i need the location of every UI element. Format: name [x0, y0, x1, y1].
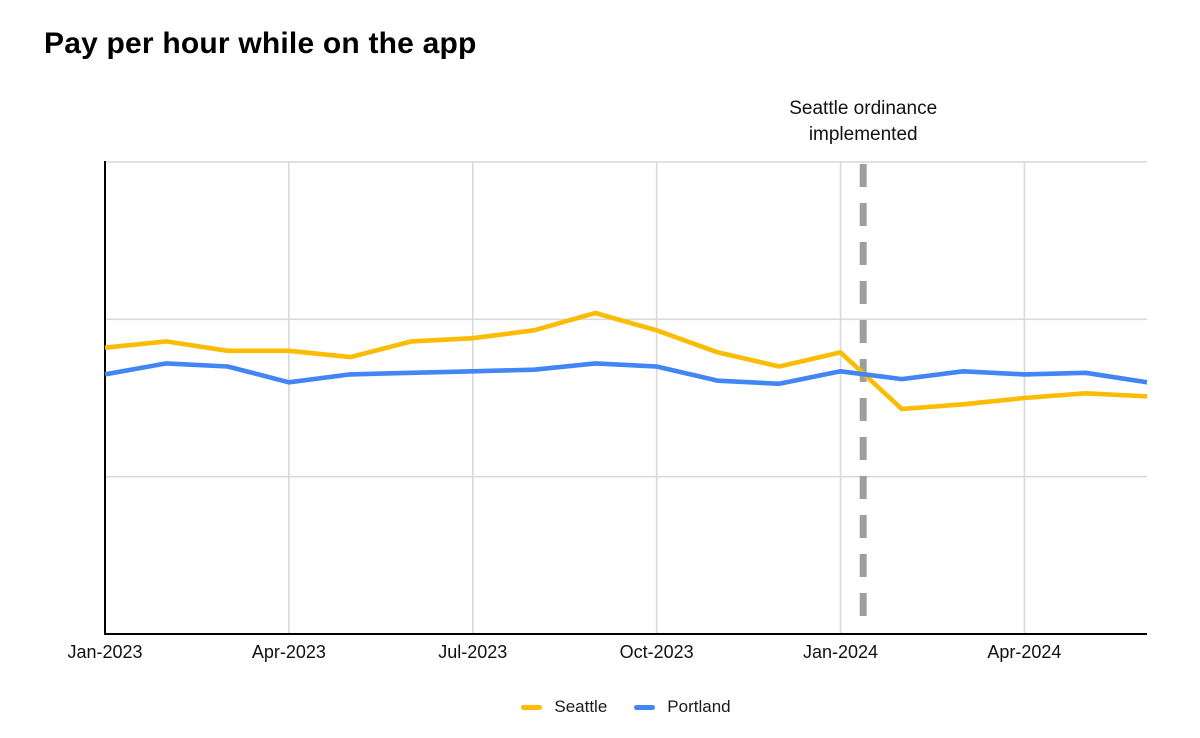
- ordinance-annotation: Seattle ordinance implemented: [693, 96, 1033, 148]
- x-tick-label: Oct-2023: [619, 642, 694, 662]
- legend-swatch-portland: [634, 704, 656, 710]
- legend-label: Seattle: [554, 697, 608, 716]
- x-tick-label: Jan-2024: [802, 642, 879, 662]
- series-line-portland: [104, 361, 1148, 387]
- legend-item-portland: Portland: [634, 697, 731, 717]
- x-tick-label: Apr-2024: [987, 642, 1062, 662]
- chart-legend: Seattle Portland: [105, 694, 1147, 720]
- series-line-seattle: [104, 310, 1148, 412]
- annotation-line-1: Seattle ordinance: [789, 98, 938, 119]
- annotation-line-2: implemented: [808, 124, 918, 145]
- legend-swatch-seattle: [521, 704, 543, 710]
- x-tick-label: Apr-2023: [251, 642, 326, 662]
- legend-item-seattle: Seattle: [521, 697, 607, 717]
- x-tick-label: Jan-2023: [67, 642, 143, 662]
- legend-label: Portland: [667, 697, 731, 716]
- x-tick-label: Jul-2023: [438, 642, 508, 662]
- chart-title: Pay per hour while on the app: [44, 27, 477, 60]
